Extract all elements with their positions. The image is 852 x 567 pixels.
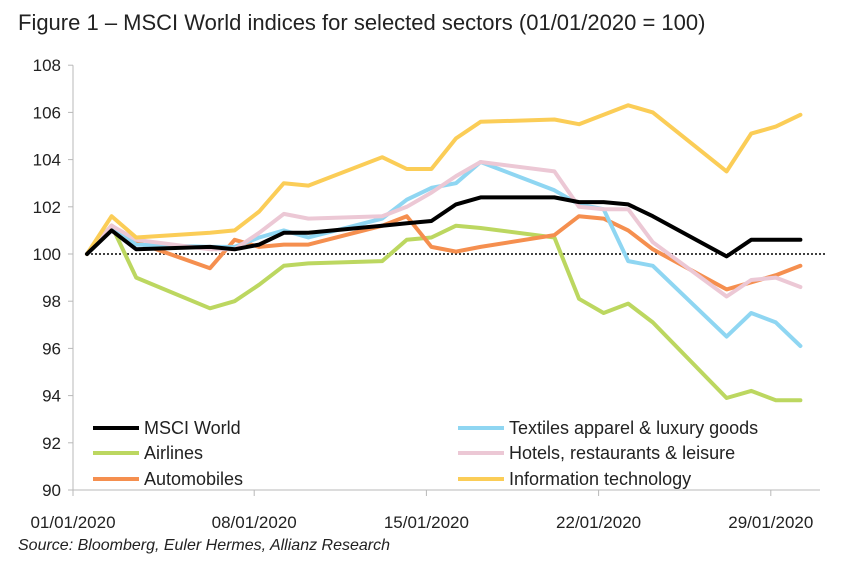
series-lines [85,103,803,403]
legend-label: Textiles apparel & luxury goods [509,418,758,438]
legend-label: Automobiles [144,469,243,489]
axes: 90 92 94 96 98 100 102 104 106 108 01/01/2020 08/01… [30,56,825,532]
series-line-hotels-restaurants-leisure [85,160,803,299]
series-line-automobiles [85,214,803,292]
y-tick-label: 90 [42,481,61,500]
x-tick-label: 08/01/2020 [212,513,297,532]
y-tick-label: 108 [33,56,61,75]
series-line-msci-world [85,195,803,259]
legend: MSCI World Airlines Automobiles Textiles ap… [93,418,758,489]
y-tick-label: 96 [42,339,61,358]
x-tick-label: 22/01/2020 [556,513,641,532]
series-line-information-technology [85,103,803,256]
x-tick-label: 29/01/2020 [728,513,813,532]
chart-title: Figure 1 – MSCI World indices for select… [18,10,706,35]
y-tick-label: 94 [42,387,61,406]
y-tick-label: 98 [42,292,61,311]
source-note: Source: Bloomberg, Euler Hermes, Allianz… [18,537,391,554]
y-tick-label: 106 [33,103,61,122]
y-tick-label: 100 [33,245,61,264]
y-tick-label: 104 [33,151,61,170]
y-tick-label: 92 [42,434,61,453]
legend-label: Airlines [144,443,203,463]
legend-label: Information technology [509,469,691,489]
x-tick-label: 15/01/2020 [384,513,469,532]
legend-label: Hotels, restaurants & leisure [509,443,735,463]
legend-label: MSCI World [144,418,241,438]
x-tick-label: 01/01/2020 [30,513,115,532]
y-tick-label: 102 [33,198,61,217]
series-line-airlines [85,223,803,403]
